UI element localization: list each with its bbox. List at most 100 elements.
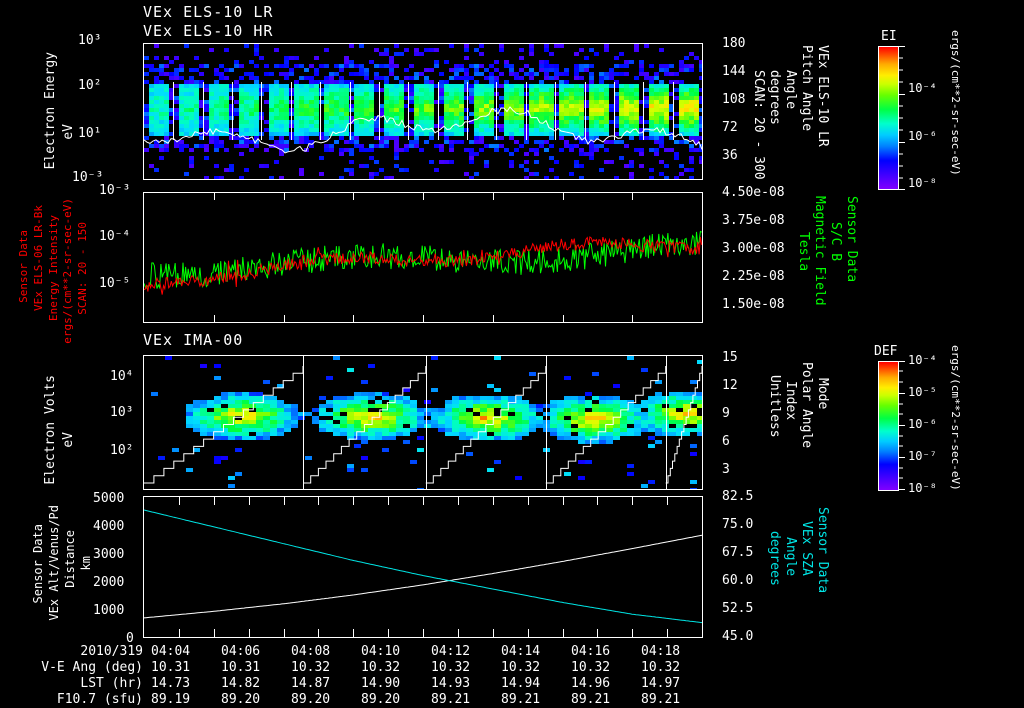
footer-cell: 10.32 [501,660,541,675]
panel3-right-tick-3: 6 [722,434,730,449]
colorbar-def-ticks [899,361,905,490]
panel2-right-tick-3: 2.25e-08 [722,269,785,284]
colorbar-el-unit: ergs/(cm**2-sr-sec-eV) [949,30,962,176]
panel2-right-tick-2: 3.00e-08 [722,241,785,256]
panel2-right-tick-1: 3.75e-08 [722,213,785,228]
footer-cell: 04:16 [571,644,611,659]
footer-cell: 14.90 [361,676,401,691]
panel2-ytick-0: 10⁻³ [99,183,131,198]
panel1-ytick-2: 10¹ [78,126,102,141]
colorbar-el [878,46,899,190]
footer-row-label: 2010/319 [80,644,143,659]
panel4-right-label-angle: Angle [783,537,798,577]
panel1-left-axis-label: Electron Energy [43,52,58,170]
panel3-left-axis-unit: eV [61,432,76,448]
panel4-ytick-5: 0 [126,631,134,646]
panel2-ytick-1: 10⁻⁴ [99,229,131,244]
panel4-left-label-km: km [79,556,93,571]
colorbar-el-tick-1: 10⁻⁶ [908,129,937,143]
panel1-right-tick-0: 180 [722,36,746,51]
panel4-left-label-distance: Distance [63,530,77,588]
panel2-right-label-sc-b: S/C B [828,222,843,262]
panel4-right-tick-3: 60.0 [722,573,754,588]
panel2-left-label-instrument: VEx ELS-06 LR-Bk [32,205,45,311]
footer-cell: 14.93 [431,676,471,691]
panel2-left-label-quantity: Energy Intensity [47,215,60,321]
panel4-plot-area[interactable] [143,496,703,638]
panel4-right-tick-1: 75.0 [722,517,754,532]
panel4-ytick-3: 2000 [93,575,125,590]
panel1-right-label-scan: SCAN: 20 - 300 [751,70,766,180]
footer-cell: 14.82 [221,676,261,691]
panel3-right-tick-1: 12 [722,378,738,393]
footer-row: 2010/319 04:04 04:06 04:08 04:10 04:12 04:14 04… [0,644,711,660]
panel1-right-tick-3: 72 [722,120,738,135]
panel1-right-tick-4: 36 [722,148,738,163]
panel1-ytick-0: 10³ [78,33,102,48]
panel1-right-tick-2: 108 [722,92,746,107]
colorbar-el-ticks [899,46,905,190]
panel4-right-tick-4: 52.5 [722,601,754,616]
footer-cell: 89.20 [361,692,401,707]
panel2-lines-svg [144,193,702,322]
panel4-right-tick-0: 82.5 [722,489,754,504]
colorbar-el-name: EI [881,29,897,44]
colorbar-def-tick-1: 10⁻⁵ [908,385,937,399]
panel3-right-tick-0: 15 [722,350,738,365]
footer-row-label: LST (hr) [80,676,143,691]
panel2-left-label-sensor-data: Sensor Data [17,230,30,303]
footer-cell: 04:10 [361,644,401,659]
footer-cell: 14.87 [291,676,331,691]
panel3-ytick-2: 10² [110,443,134,458]
panel3-title: VEx IMA-00 [143,331,244,349]
panel3-plot-area[interactable] [143,355,703,490]
footer-cell: 10.32 [361,660,401,675]
footer-cell: 89.21 [501,692,541,707]
panel4-ytick-4: 1000 [93,603,125,618]
panel4-ytick-2: 3000 [93,547,125,562]
panel3-spectrogram-svg [144,356,702,489]
panel2-right-tick-4: 1.50e-08 [722,297,785,312]
footer-cell: 89.21 [431,692,471,707]
footer-cell: 89.21 [571,692,611,707]
footer-cell: 04:08 [291,644,331,659]
panel1-plot-area[interactable] [143,43,703,180]
panel1-right-label-pitch-angle: Pitch Angle [799,45,814,132]
footer-cell: 04:12 [431,644,471,659]
footer-cell: 10.32 [291,660,331,675]
panel2-right-label-sensor-data: Sensor Data [844,196,859,283]
footer-cell: 04:18 [641,644,681,659]
panel3-left-axis-label: Electron Volts [43,375,58,485]
footer-cell: 10.31 [151,660,191,675]
panel4-ytick-0: 5000 [93,491,125,506]
footer-cell: 04:06 [221,644,261,659]
panel1-ytick-1: 10² [78,78,102,93]
footer-cell: 14.73 [151,676,191,691]
footer-cell: 14.96 [571,676,611,691]
panel1-left-axis-unit: eV [61,124,76,140]
panel3-right-label-unitless: Unitless [767,375,782,438]
panel4-lines-svg [144,497,702,637]
panel4-right-label-sza: VEx SZA [799,521,814,576]
panel3-ytick-0: 10⁴ [110,369,134,384]
panel2-left-label-unit: ergs/(cm**2-sr-sec-eV) [61,198,74,344]
footer-cell: 89.21 [641,692,681,707]
footer-cell: 89.20 [221,692,261,707]
footer-cell: 10.32 [571,660,611,675]
footer-cell: 89.19 [151,692,191,707]
panel1-title-hr: VEx ELS-10 HR [143,22,274,40]
panel1-spectrogram-svg [144,44,702,179]
footer-cell: 89.20 [291,692,331,707]
colorbar-def-unit: ergs/(cm**2-sr-sec-eV) [949,345,962,491]
panel3-right-label-polar-angle: Polar Angle [799,362,814,449]
panel2-right-label-tesla: Tesla [796,232,811,272]
footer-table: 2010/319 04:04 04:06 04:08 04:10 04:12 04:14 04… [0,644,711,708]
footer-row: V-E Ang (deg) 10.31 10.31 10.32 10.32 10.32 10… [0,660,711,676]
panel2-right-label-magnetic-field: Magnetic Field [812,196,827,306]
panel4-right-label-sensor-data: Sensor Data [815,507,830,594]
colorbar-def-tick-2: 10⁻⁶ [908,417,937,431]
colorbar-def-name: DEF [874,344,898,359]
panel2-plot-area[interactable] [143,192,703,323]
panel1-title-lr: VEx ELS-10 LR [143,3,274,21]
panel1-right-label-angle: Angle [783,70,798,110]
